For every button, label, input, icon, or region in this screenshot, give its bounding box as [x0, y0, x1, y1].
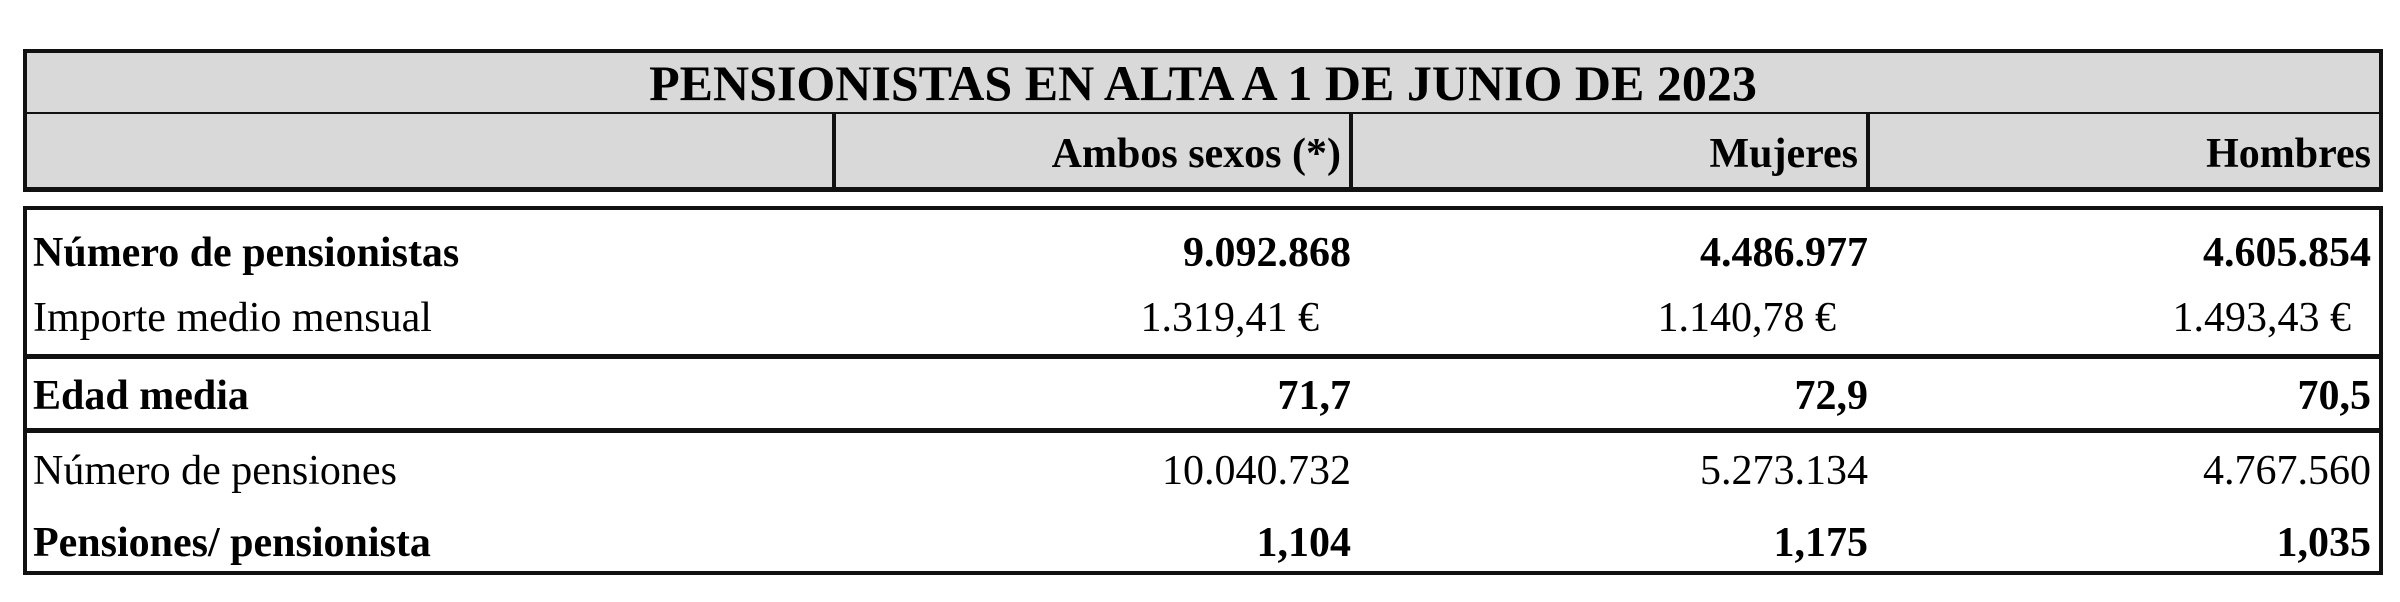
table-title: PENSIONISTAS EN ALTA A 1 DE JUNIO DE 202… — [23, 49, 2383, 117]
column-header-row: Ambos sexos (*) Mujeres Hombres — [23, 114, 2383, 192]
cell-ambos: 10.040.732 — [1162, 448, 1351, 494]
cell-hombres: 4.767.560 — [2203, 448, 2371, 494]
column-header-ambos-sexos: Ambos sexos (*) — [836, 114, 1353, 187]
cell-mujeres: 1,175 — [1773, 520, 1869, 566]
cell-mujeres: 4.486.977 — [1700, 230, 1868, 276]
table-row-numero-pensionistas: Número de pensionistas 9.092.868 4.486.9… — [27, 210, 2379, 289]
cell-hombres: 70,5 — [2297, 373, 2372, 419]
cell-mujeres: 1.140,78 € — [1657, 295, 1837, 341]
table-body: Número de pensionistas 9.092.868 4.486.9… — [23, 206, 2383, 575]
column-header-label — [27, 114, 836, 187]
table-row-numero-pensiones: Número de pensiones 10.040.732 5.273.134… — [27, 433, 2379, 507]
table-row-pensiones-pensionista: Pensiones/ pensionista 1,104 1,175 1,035 — [27, 507, 2379, 571]
cell-hombres: 4.605.854 — [2203, 230, 2371, 276]
column-header-hombres: Hombres — [2206, 131, 2371, 177]
cell-mujeres: 72,9 — [1794, 373, 1869, 419]
cell-mujeres: 5.273.134 — [1700, 448, 1868, 494]
table-row-importe-medio: Importe medio mensual 1.319,41 € 1.140,7… — [27, 289, 2379, 359]
row-label: Edad media — [33, 373, 249, 419]
row-label: Número de pensiones — [33, 448, 397, 494]
cell-ambos: 71,7 — [1277, 373, 1352, 419]
cell-hombres: 1.493,43 € — [2172, 295, 2352, 341]
cell-ambos: 1,104 — [1256, 520, 1352, 566]
cell-hombres: 1,035 — [2276, 520, 2372, 566]
cell-ambos: 9.092.868 — [1183, 230, 1351, 276]
column-header-mujeres: Mujeres — [1353, 114, 1870, 187]
row-label: Importe medio mensual — [33, 295, 432, 341]
row-label: Pensiones/ pensionista — [33, 520, 431, 566]
row-label: Número de pensionistas — [33, 230, 460, 276]
table-row-edad-media: Edad media 71,7 72,9 70,5 — [27, 359, 2379, 433]
cell-ambos: 1.319,41 € — [1140, 295, 1320, 341]
